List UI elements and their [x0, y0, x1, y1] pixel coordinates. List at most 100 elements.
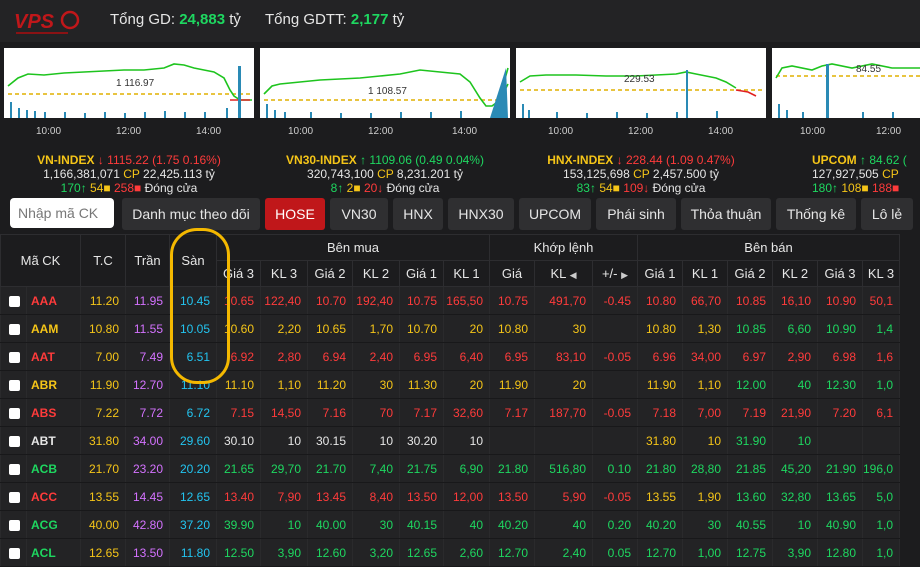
- symbol-cell[interactable]: ACB: [26, 454, 81, 483]
- col-ask-price-2[interactable]: Giá 2: [727, 260, 773, 287]
- index-chart-vn30[interactable]: 1 108.57 10:00 12:00 14:00 VN30-INDEX ↑ …: [260, 48, 510, 195]
- bid-price-2-cell: 7.16: [307, 398, 353, 427]
- bid-price-2-cell: 6.94: [307, 342, 353, 371]
- col-bid-price-1[interactable]: Giá 1: [399, 260, 444, 287]
- col-match-price[interactable]: Giá: [489, 260, 535, 287]
- index-chart-upcom[interactable]: 84.55 10:00 12:00 UPCOM ↑ 84.62 ( 127,92…: [772, 48, 920, 194]
- upcom-unch: 108: [841, 181, 862, 194]
- tab-hose[interactable]: HOSE: [265, 198, 325, 230]
- bid-vol-3-cell: 122,40: [260, 286, 308, 315]
- ceiling-price-cell: 42.80: [125, 510, 170, 539]
- index-chart-vnindex[interactable]: 1 116.97 10:00 12:00 14:00 VN-INDEX ↓ 11…: [4, 48, 254, 195]
- floor-price-cell: 29.60: [169, 426, 217, 455]
- symbol-search-input[interactable]: [10, 198, 114, 228]
- ceiling-price-cell: 7.72: [125, 398, 170, 427]
- bid-price-3-cell: 10.60: [216, 314, 261, 343]
- table-row[interactable]: ABS 7.22 7.72 6.72 7.15 14,50 7.16 70 7.17 32,60 7…: [0, 398, 901, 427]
- row-checkbox[interactable]: [9, 435, 20, 447]
- symbol-cell[interactable]: ABS: [26, 398, 81, 427]
- table-row[interactable]: ACG 40.00 42.80 37.20 39.90 10 40.00 30 40.15 40 4…: [0, 510, 901, 539]
- col-bid-vol-1[interactable]: KL 1: [443, 260, 490, 287]
- row-checkbox[interactable]: [9, 295, 20, 307]
- col-ceil[interactable]: Trần: [125, 234, 170, 287]
- tab-hnx30[interactable]: HNX30: [448, 198, 514, 230]
- bid-vol-1-cell: 20: [443, 370, 490, 399]
- total-gdtt-value: 2,177: [350, 11, 389, 28]
- row-checkbox[interactable]: [9, 379, 20, 391]
- table-row[interactable]: ACL 12.65 13.50 11.80 12.50 3,90 12.60 3,20 12.6…: [0, 538, 901, 567]
- col-symbol[interactable]: Mã CK: [0, 234, 81, 287]
- ask-price-3-cell: 13.65: [817, 482, 863, 511]
- col-ref[interactable]: T.C: [80, 234, 126, 287]
- symbol-cell[interactable]: ACG: [26, 510, 81, 539]
- row-checkbox[interactable]: [9, 547, 20, 559]
- col-ask-vol-3[interactable]: KL 3: [861, 260, 901, 287]
- symbol-cell[interactable]: AAM: [26, 314, 81, 343]
- vnindex-val-unit: tỷ: [205, 167, 215, 181]
- col-ask-vol-2[interactable]: KL 2: [772, 260, 818, 287]
- row-checkbox[interactable]: [9, 323, 20, 335]
- tab-statistics[interactable]: Thống kê: [776, 198, 856, 230]
- ask-vol-3-cell: 1,0: [861, 370, 901, 399]
- table-row[interactable]: AAT 7.00 7.49 6.51 6.92 2,80 6.94 2,40 6.95 6,40 6…: [0, 342, 901, 371]
- col-match-change[interactable]: +/- ▶: [592, 260, 638, 287]
- hnx-sparkline: 229.53 10:00 12:00 14:00: [516, 48, 766, 148]
- table-row[interactable]: AAA 11.20 11.95 10.45 10.65 122,40 10.70 192,40…: [0, 286, 901, 315]
- table-row[interactable]: AAM 10.80 11.55 10.05 10.60 2,20 10.65 1,70 10.7…: [0, 314, 901, 343]
- ceiling-price-cell: 13.50: [125, 538, 170, 567]
- symbol-cell[interactable]: AAT: [26, 342, 81, 371]
- symbol-cell[interactable]: ACC: [26, 482, 81, 511]
- bid-vol-2-cell: 3,20: [352, 538, 400, 567]
- ask-price-2-cell: 40.55: [727, 510, 773, 539]
- row-checkbox[interactable]: [9, 491, 20, 503]
- col-bid-vol-2[interactable]: KL 2: [352, 260, 400, 287]
- table-row[interactable]: ABT 31.80 34.00 29.60 30.10 10 30.15 10 30.20 10 3…: [0, 426, 901, 455]
- triangle-right-icon[interactable]: ▶: [621, 270, 629, 280]
- bid-price-1-cell: 10.70: [399, 314, 444, 343]
- symbol-cell[interactable]: ACL: [26, 538, 81, 567]
- symbol-cell[interactable]: ABT: [26, 426, 81, 455]
- col-ask-vol-1[interactable]: KL 1: [682, 260, 728, 287]
- col-bid-vol-3[interactable]: KL 3: [260, 260, 308, 287]
- match-price-cell: 11.90: [489, 370, 535, 399]
- vps-logo[interactable]: VPS: [14, 8, 80, 36]
- table-row[interactable]: ACB 21.70 23.20 20.20 21.65 29,70 21.70 7,40 21.…: [0, 454, 901, 483]
- row-checkbox[interactable]: [9, 351, 20, 363]
- tab-vn30[interactable]: VN30: [330, 198, 388, 230]
- match-vol-cell: 5,90: [534, 482, 593, 511]
- ask-price-1-cell: 40.20: [637, 510, 683, 539]
- table-row[interactable]: ACC 13.55 14.45 12.65 13.40 7,90 13.45 8,40 13.5…: [0, 482, 901, 511]
- col-match-vol[interactable]: KL ◀: [534, 260, 593, 287]
- col-floor[interactable]: Sàn: [169, 234, 217, 287]
- ask-price-3-cell: 12.80: [817, 538, 863, 567]
- match-vol-cell: 30: [534, 314, 593, 343]
- vnindex-name: VN-INDEX: [37, 153, 95, 167]
- symbol-cell[interactable]: AAA: [26, 286, 81, 315]
- ask-vol-3-cell: 6,1: [861, 398, 901, 427]
- ask-price-3-cell: 12.30: [817, 370, 863, 399]
- bid-vol-2-cell: 30: [352, 510, 400, 539]
- index-chart-hnx[interactable]: 229.53 10:00 12:00 14:00 HNX-INDEX ↓ 228…: [516, 48, 766, 195]
- tab-put-through[interactable]: Thỏa thuận: [681, 198, 771, 230]
- col-match-vol-label: KL: [550, 266, 566, 281]
- ask-price-1-cell: 10.80: [637, 314, 683, 343]
- total-gdtt-label: Tổng GDTT:: [265, 11, 347, 28]
- tab-watchlist[interactable]: Danh mục theo dõi: [122, 198, 260, 230]
- symbol-cell[interactable]: ABR: [26, 370, 81, 399]
- tab-upcom[interactable]: UPCOM: [519, 198, 591, 230]
- row-checkbox[interactable]: [9, 519, 20, 531]
- col-bid-price-3[interactable]: Giá 3: [216, 260, 261, 287]
- tab-odd-lot[interactable]: Lô lẻ: [861, 198, 913, 230]
- col-bid-price-2[interactable]: Giá 2: [307, 260, 353, 287]
- triangle-left-icon[interactable]: ◀: [569, 270, 577, 280]
- row-checkbox[interactable]: [9, 463, 20, 475]
- table-row[interactable]: ABR 11.90 12.70 11.10 11.10 1,10 11.20 30 11.30 2…: [0, 370, 901, 399]
- tab-hnx[interactable]: HNX: [393, 198, 443, 230]
- col-ask-price-3[interactable]: Giá 3: [817, 260, 863, 287]
- upcom-value: 84.62: [869, 153, 900, 167]
- ask-price-2-cell: 12.00: [727, 370, 773, 399]
- bid-price-3-cell: 12.50: [216, 538, 261, 567]
- tab-derivatives[interactable]: Phái sinh: [596, 198, 676, 230]
- row-checkbox[interactable]: [9, 407, 20, 419]
- col-ask-price-1[interactable]: Giá 1: [637, 260, 683, 287]
